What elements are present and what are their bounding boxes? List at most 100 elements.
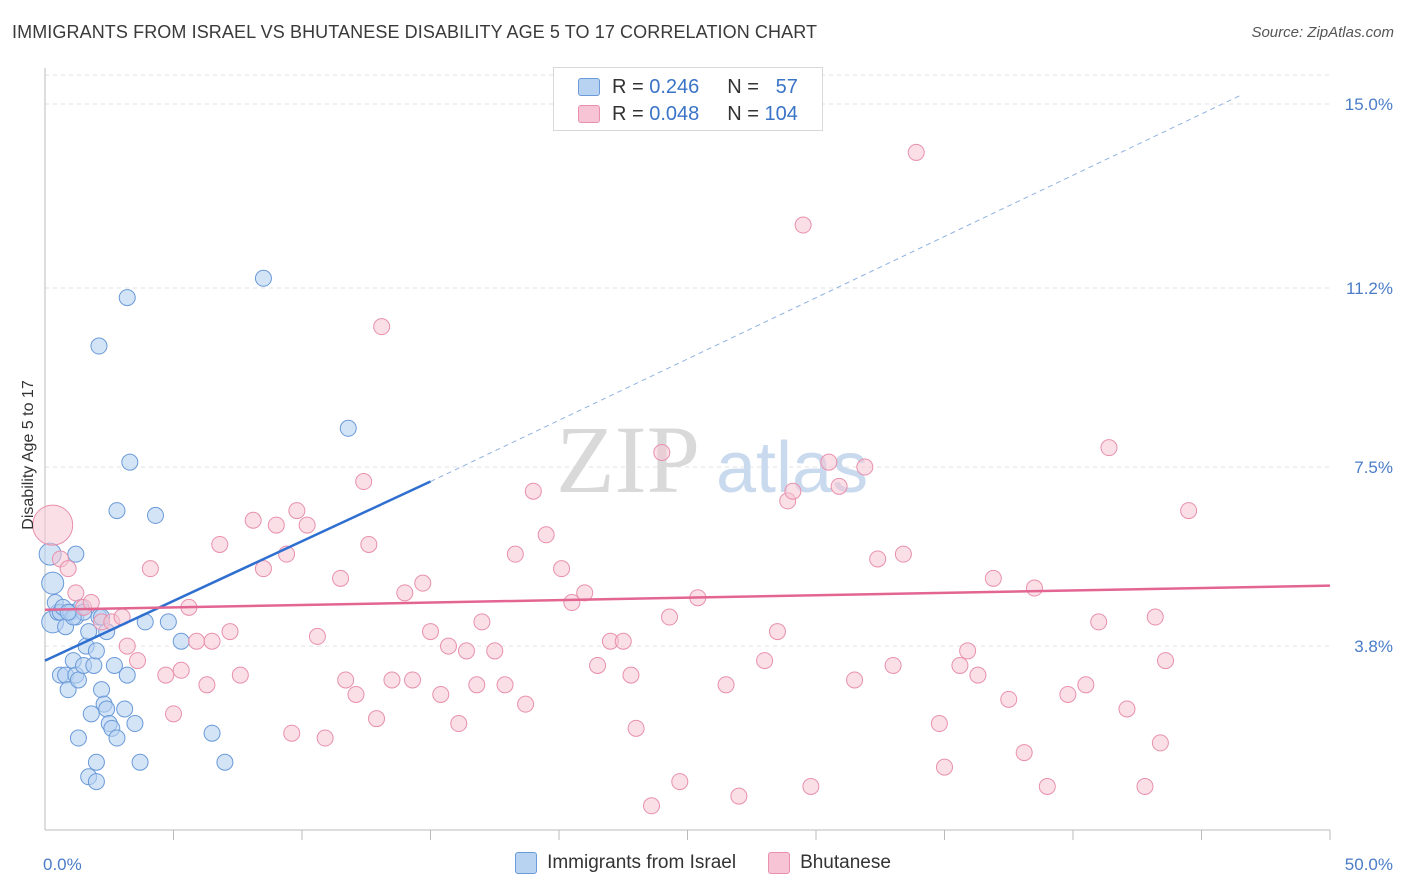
data-point-bhutanese	[283, 724, 301, 742]
data-point-bhutanese	[856, 458, 874, 476]
data-point-israel	[118, 289, 136, 307]
data-point-bhutanese	[267, 516, 285, 534]
data-point-bhutanese	[355, 473, 373, 491]
data-point-bhutanese	[622, 666, 640, 684]
data-point-israel	[159, 613, 177, 631]
data-point-bhutanese	[784, 482, 802, 500]
data-point-israel	[85, 656, 103, 674]
data-point-bhutanese	[254, 560, 272, 578]
legend-label-bhutanese: Bhutanese	[800, 852, 891, 873]
legend-row-israel: R = 0.246 N = 57	[578, 74, 798, 100]
data-point-bhutanese	[553, 560, 571, 578]
data-point-bhutanese	[1146, 608, 1164, 626]
trend-lines	[44, 93, 1331, 662]
data-point-bhutanese	[794, 216, 812, 234]
legend-item-israel[interactable]: Immigrants from Israel	[515, 852, 736, 874]
data-point-bhutanese	[496, 676, 514, 694]
data-point-bhutanese	[984, 569, 1002, 587]
correlation-legend: R = 0.246 N = 57 R = 0.048 N = 104	[553, 67, 823, 131]
y-axis-label: Disability Age 5 to 17	[20, 380, 37, 530]
legend-r-value: 0.048	[649, 102, 700, 125]
data-point-bhutanese	[67, 584, 85, 602]
data-point-bhutanese	[951, 656, 969, 674]
data-point-bhutanese	[969, 666, 987, 684]
data-point-bhutanese	[627, 719, 645, 737]
data-point-bhutanese	[1151, 734, 1169, 752]
data-point-bhutanese	[830, 477, 848, 495]
data-point-israel	[172, 632, 190, 650]
data-point-bhutanese	[188, 632, 206, 650]
data-point-israel	[87, 642, 105, 660]
data-point-bhutanese	[1100, 439, 1118, 457]
data-point-israel	[254, 269, 272, 287]
data-point-bhutanese	[563, 594, 581, 612]
legend-swatch-israel	[515, 852, 538, 874]
data-point-israel	[67, 545, 85, 563]
data-point-bhutanese	[1038, 777, 1056, 795]
data-point-bhutanese	[298, 516, 316, 534]
data-point-bhutanese	[643, 797, 661, 815]
chart-title: IMMIGRANTS FROM ISRAEL VS BHUTANESE DISA…	[12, 22, 818, 42]
data-point-bhutanese	[768, 623, 786, 641]
data-point-bhutanese	[820, 453, 838, 471]
data-point-bhutanese	[1000, 690, 1018, 708]
data-point-bhutanese	[671, 773, 689, 791]
legend-n-value: 57	[775, 75, 798, 98]
data-point-bhutanese	[846, 671, 864, 689]
data-point-bhutanese	[1015, 744, 1033, 762]
data-point-bhutanese	[373, 318, 391, 336]
legend-r-label: R =	[612, 75, 644, 98]
data-point-bhutanese	[1180, 502, 1198, 520]
data-point-israel	[87, 773, 105, 791]
data-point-israel	[108, 502, 126, 520]
data-point-bhutanese	[930, 715, 948, 733]
trend-line-israel	[44, 480, 432, 662]
data-point-bhutanese	[360, 535, 378, 553]
axes	[44, 68, 1331, 840]
data-point-bhutanese	[473, 613, 491, 631]
data-point-israel	[216, 753, 234, 771]
data-point-bhutanese	[198, 676, 216, 694]
y-tick-label: 3.8%	[1354, 637, 1393, 656]
trend-line-israel-extension	[430, 93, 1243, 482]
source-label: Source: ZipAtlas.com	[1251, 24, 1394, 41]
legend-n-label: N =	[727, 102, 759, 125]
data-point-bhutanese	[337, 671, 355, 689]
y-tick-label: 15.0%	[1345, 95, 1393, 114]
legend-r-label: R =	[612, 102, 644, 125]
data-point-bhutanese	[368, 710, 386, 728]
data-point-israel	[87, 753, 105, 771]
x-tick-label: 0.0%	[43, 855, 82, 874]
data-point-bhutanese	[457, 642, 475, 660]
data-point-israel	[69, 729, 87, 747]
data-point-bhutanese	[589, 656, 607, 674]
legend-item-bhutanese[interactable]: Bhutanese	[768, 852, 891, 874]
data-point-bhutanese	[1090, 613, 1108, 631]
data-point-bhutanese	[396, 584, 414, 602]
data-point-bhutanese	[450, 715, 468, 733]
data-point-israel	[69, 671, 87, 689]
data-point-bhutanese	[308, 627, 326, 645]
data-point-bhutanese	[959, 642, 977, 660]
data-point-bhutanese	[432, 685, 450, 703]
data-point-bhutanese	[439, 637, 457, 655]
data-point-bhutanese	[1025, 579, 1043, 597]
data-point-bhutanese	[59, 560, 77, 578]
data-point-bhutanese	[936, 758, 953, 776]
data-point-bhutanese	[468, 676, 486, 694]
data-point-israel	[203, 724, 221, 742]
data-point-bhutanese	[172, 661, 190, 679]
data-point-bhutanese	[717, 676, 735, 694]
data-point-bhutanese	[203, 632, 221, 650]
data-point-bhutanese	[82, 594, 100, 612]
data-point-bhutanese	[869, 550, 887, 568]
y-tick-label: 11.2%	[1346, 279, 1393, 298]
data-point-bhutanese	[614, 632, 632, 650]
data-point-bhutanese	[506, 545, 524, 563]
data-point-israel	[98, 700, 116, 718]
data-point-bhutanese	[118, 637, 136, 655]
data-point-bhutanese	[288, 502, 306, 520]
data-point-bhutanese	[383, 671, 401, 689]
legend-n-value: 104	[764, 102, 798, 125]
